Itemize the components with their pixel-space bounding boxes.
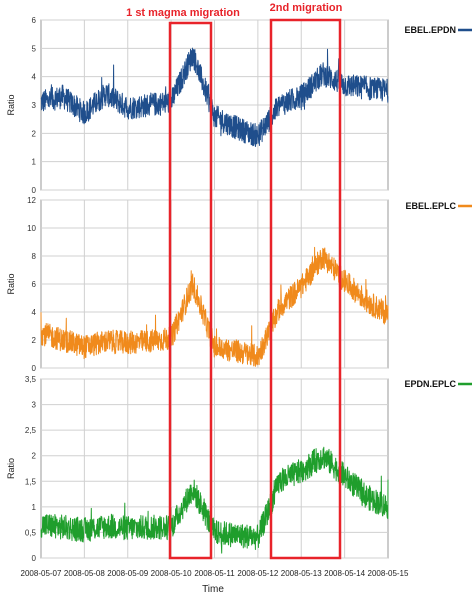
x-tick-label: 2008-05-11 <box>194 569 235 578</box>
y-tick-label: 8 <box>32 252 37 261</box>
y-tick-label: 2 <box>32 129 37 138</box>
legend: EBEL.EPLC <box>405 201 472 211</box>
x-tick-label: 2008-05-07 <box>21 569 62 578</box>
x-tick-label: 2008-05-08 <box>64 569 105 578</box>
y-axis-label: Ratio <box>6 94 16 115</box>
y-tick-label: 6 <box>32 280 37 289</box>
y-axis-label: Ratio <box>6 458 16 479</box>
series-line-EPDN.EPLC <box>40 446 389 554</box>
y-tick-label: 0 <box>32 554 37 563</box>
y-tick-label: 2,5 <box>25 426 37 435</box>
legend-label: EPDN.EPLC <box>404 379 456 389</box>
y-tick-label: 10 <box>27 224 36 233</box>
chart-panel-1: 0 1 2 3 4 5 6 Ratio EBEL.EPDN <box>6 16 472 195</box>
chart-panel-3: 0 0,5 1 1,5 2 2,5 3 3,5 Ratio EPDN.EPLC <box>6 375 472 563</box>
y-tick-label: 5 <box>32 44 37 53</box>
legend-label: EBEL.EPDN <box>404 25 456 35</box>
x-axis-title: Time <box>202 584 224 595</box>
legend-label: EBEL.EPLC <box>405 201 456 211</box>
y-tick-label: 3,5 <box>25 375 37 384</box>
y-tick-label: 1,5 <box>25 477 37 486</box>
y-tick-label: 1 <box>32 158 37 167</box>
y-tick-label: 6 <box>32 16 37 25</box>
y-tick-label: 4 <box>32 308 37 317</box>
legend: EPDN.EPLC <box>404 379 472 389</box>
series-line-EBEL.EPDN <box>40 47 389 147</box>
y-tick-label: 3 <box>32 401 37 410</box>
y-tick-label: 3 <box>32 101 37 110</box>
second-migration-box <box>269 18 342 560</box>
y-tick-label: 2 <box>32 336 37 345</box>
chart-panel-2: 0 2 4 6 8 10 12 Ratio EBEL.EPLC <box>6 196 472 373</box>
series-line-EBEL.EPLC <box>40 246 389 367</box>
x-tick-label: 2008-05-14 <box>324 569 365 578</box>
legend: EBEL.EPDN <box>404 25 472 35</box>
y-tick-label: 12 <box>27 196 36 205</box>
x-tick-label: 2008-05-12 <box>237 569 278 578</box>
y-tick-label: 0 <box>32 186 37 195</box>
second-migration-label: 2nd migration <box>270 2 343 14</box>
x-tick-label: 2008-05-13 <box>281 569 322 578</box>
first-migration-label: 1 st magma migration <box>126 7 240 19</box>
y-tick-label: 4 <box>32 73 37 82</box>
first-migration-box <box>168 21 213 560</box>
x-tick-label: 2008-05-09 <box>107 569 148 578</box>
y-tick-label: 0,5 <box>25 528 37 537</box>
y-tick-label: 0 <box>32 364 37 373</box>
y-tick-label: 1 <box>32 503 37 512</box>
x-tick-label: 2008-05-15 <box>368 569 409 578</box>
x-tick-label: 2008-05-10 <box>151 569 192 578</box>
y-axis-label: Ratio <box>6 273 16 294</box>
y-tick-label: 2 <box>32 452 37 461</box>
